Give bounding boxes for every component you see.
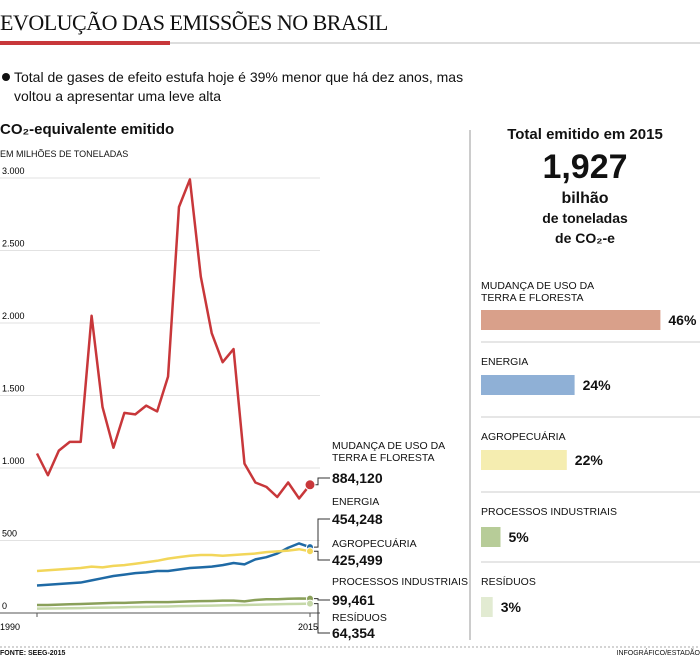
series-line (36, 602, 311, 610)
bar-value-label: 3% (500, 599, 521, 615)
leader-line (310, 518, 330, 548)
end-value-label: 454,248 (332, 511, 383, 527)
bar (481, 310, 661, 330)
total-unit: de toneladas (542, 210, 628, 226)
total-unit: de CO₂-e (555, 230, 615, 246)
bullet (2, 73, 10, 81)
bar-category: RESÍDUOS (481, 576, 536, 588)
credit: INFOGRÁFICO/ESTADÃO (616, 650, 700, 657)
title: EVOLUÇÃO DAS EMISSÕES NO BRASIL (0, 10, 388, 35)
y-tick-label: 2.500 (2, 239, 25, 249)
bar-category: ENERGIA (481, 356, 529, 368)
bar (481, 527, 501, 547)
end-value-label: 64,354 (332, 625, 375, 641)
y-tick-label: 0 (2, 601, 7, 611)
end-value-label: 425,499 (332, 552, 383, 568)
bar-value-label: 5% (508, 529, 529, 545)
source: FONTE: SEEG-2015 (0, 650, 66, 657)
bar (481, 375, 575, 395)
bar-category: MUDANÇA DE USO DA TERRA E FLORESTA (481, 280, 594, 304)
y-tick-label: 3.000 (2, 166, 25, 176)
x-tick-label: 2015 (298, 622, 318, 632)
chart-title: CO₂-equivalente emitido (0, 121, 175, 138)
series-line (35, 178, 311, 500)
y-axis-label: EM MILHÕES DE TONELADAS (0, 149, 129, 159)
y-tick-label: 2.000 (2, 311, 25, 321)
series-line (36, 547, 311, 573)
y-tick-label: 1.500 (2, 384, 25, 394)
series-label: AGROPECUÁRIA (332, 538, 417, 550)
series-line (37, 597, 311, 607)
series-label: ENERGIA (332, 496, 380, 508)
end-value-label: 99,461 (332, 592, 375, 608)
bar-value-label: 24% (582, 377, 611, 393)
end-point (304, 479, 316, 491)
end-value-label: 884,120 (332, 470, 383, 486)
bar (481, 597, 493, 617)
bar-value-label: 22% (574, 452, 603, 468)
series-label: MUDANÇA DE USO DA TERRA E FLORESTA (332, 440, 445, 464)
end-point (306, 547, 314, 556)
panel-title: Total emitido em 2015 (507, 126, 663, 143)
x-tick-label: 1990 (0, 622, 20, 632)
total: 1,927 (542, 148, 628, 186)
y-tick-label: 500 (2, 529, 17, 539)
series-line (36, 542, 311, 587)
bar-category: AGROPECUÁRIA (481, 431, 566, 443)
y-tick-label: 1.000 (2, 456, 25, 466)
bar-value-label: 46% (668, 312, 697, 328)
subtitle: Total de gases de efeito estufa hoje é 3… (14, 69, 464, 104)
bar-category: PROCESSOS INDUSTRIAIS (481, 506, 617, 518)
total-unit: bilhão (561, 190, 609, 207)
end-point (306, 599, 314, 608)
title-bar (0, 41, 170, 45)
series-label: RESÍDUOS (332, 612, 387, 624)
series-label: PROCESSOS INDUSTRIAIS (332, 576, 468, 588)
bar (481, 450, 567, 470)
